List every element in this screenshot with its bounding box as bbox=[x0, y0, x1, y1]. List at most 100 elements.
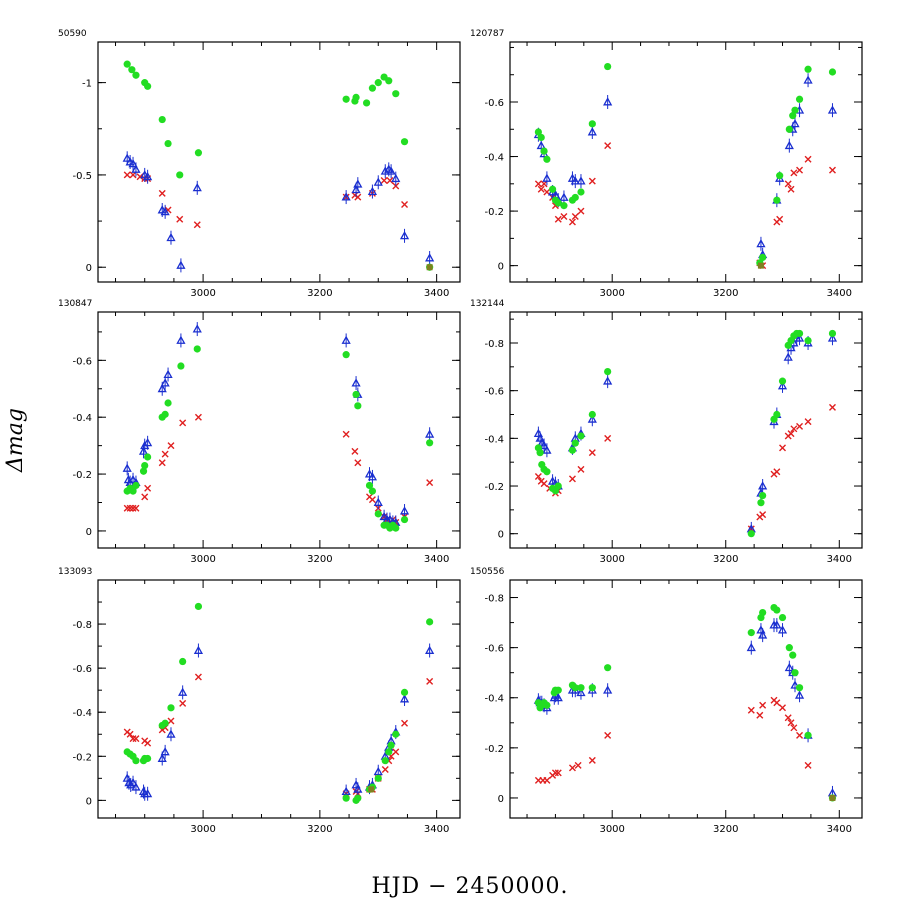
point-x bbox=[773, 699, 781, 707]
point-circle bbox=[362, 99, 371, 107]
point-circle bbox=[368, 84, 377, 92]
panel-title: 132144 bbox=[470, 299, 505, 309]
point-circle bbox=[400, 138, 409, 146]
point-circle bbox=[132, 757, 140, 765]
y-axis-label: Δmag bbox=[3, 408, 28, 473]
point-circle bbox=[747, 629, 755, 637]
panel-120787: 120787 3000 3200 3400 0 -0.2 -0.4 -0.6 bbox=[470, 29, 863, 299]
x-tick-label: 3000 bbox=[190, 288, 215, 299]
point-circle bbox=[179, 657, 187, 666]
point-circle bbox=[534, 128, 542, 136]
point-circle bbox=[426, 618, 434, 626]
point-x bbox=[401, 200, 409, 208]
point-circle bbox=[554, 482, 562, 490]
point-x bbox=[554, 769, 562, 777]
series-circle bbox=[123, 602, 434, 804]
point-circle bbox=[352, 93, 360, 101]
point-x bbox=[804, 418, 812, 426]
point-circle bbox=[804, 65, 812, 73]
y-tick-label: 0 bbox=[498, 794, 504, 805]
point-circle bbox=[161, 719, 169, 727]
point-x bbox=[804, 155, 812, 163]
point-ref bbox=[368, 786, 375, 793]
point-circle bbox=[588, 410, 596, 419]
point-circle bbox=[828, 68, 837, 76]
point-circle bbox=[161, 410, 169, 418]
point-circle bbox=[789, 651, 797, 659]
series-circle bbox=[534, 62, 837, 267]
point-x bbox=[342, 430, 350, 438]
point-circle bbox=[568, 446, 577, 454]
point-circle bbox=[426, 439, 434, 447]
panel-frame bbox=[97, 579, 461, 819]
point-circle bbox=[132, 481, 140, 490]
point-x bbox=[828, 166, 836, 174]
y-tick-label: -0.6 bbox=[484, 98, 504, 109]
point-circle bbox=[141, 461, 149, 470]
point-x bbox=[787, 185, 795, 193]
point-circle bbox=[604, 62, 612, 71]
y-tick-label: -0.2 bbox=[484, 207, 504, 218]
x-tick-label: 3200 bbox=[713, 288, 738, 299]
point-circle bbox=[374, 774, 382, 782]
point-x bbox=[604, 434, 612, 442]
panel-title: 133093 bbox=[58, 567, 92, 577]
point-circle bbox=[785, 644, 793, 652]
point-x bbox=[179, 419, 187, 427]
point-x bbox=[401, 719, 409, 727]
point-circle bbox=[543, 155, 551, 163]
point-x bbox=[574, 761, 582, 769]
point-x bbox=[426, 479, 434, 487]
point-x bbox=[577, 207, 585, 215]
series-x bbox=[123, 171, 409, 229]
y-tick-label: 0 bbox=[86, 263, 92, 274]
panel-130847: 130847 3000 3200 3400 0 -0.2 -0.4 -0.6 bbox=[58, 299, 461, 565]
point-circle bbox=[158, 115, 166, 124]
point-circle bbox=[759, 253, 767, 262]
point-x bbox=[167, 717, 175, 725]
point-x bbox=[132, 504, 140, 512]
point-x bbox=[380, 176, 388, 184]
point-circle bbox=[365, 481, 374, 490]
point-x bbox=[540, 480, 548, 488]
point-circle bbox=[381, 757, 389, 765]
point-circle bbox=[778, 377, 787, 385]
point-circle bbox=[144, 82, 152, 90]
point-circle bbox=[543, 701, 551, 709]
point-circle bbox=[795, 95, 804, 103]
point-x bbox=[368, 496, 376, 504]
point-circle bbox=[176, 171, 184, 179]
x-tick-label: 3200 bbox=[307, 824, 332, 835]
x-tick-label: 3400 bbox=[827, 554, 852, 565]
point-x bbox=[804, 761, 812, 769]
point-circle bbox=[123, 60, 131, 68]
series-ref bbox=[426, 264, 433, 271]
point-circle bbox=[588, 684, 596, 692]
point-circle bbox=[368, 487, 377, 495]
point-x bbox=[747, 706, 755, 714]
point-x bbox=[568, 475, 576, 483]
point-circle bbox=[164, 139, 172, 148]
point-x bbox=[534, 180, 542, 188]
point-circle bbox=[354, 402, 362, 410]
point-x bbox=[756, 711, 764, 719]
point-x bbox=[176, 215, 184, 223]
point-x bbox=[136, 173, 144, 181]
point-x bbox=[123, 504, 131, 512]
x-tick-label: 3400 bbox=[424, 824, 449, 835]
series-circle bbox=[123, 60, 434, 271]
point-circle bbox=[604, 367, 612, 376]
y-tick-label: -0.2 bbox=[484, 482, 504, 493]
x-tick-label: 3000 bbox=[190, 554, 215, 565]
point-x bbox=[179, 699, 187, 707]
point-circle bbox=[540, 147, 548, 155]
point-x bbox=[386, 176, 394, 184]
y-tick-label: -0.6 bbox=[484, 387, 504, 398]
point-x bbox=[787, 719, 795, 727]
point-circle bbox=[392, 524, 400, 532]
point-circle bbox=[560, 202, 568, 210]
point-circle bbox=[536, 449, 544, 457]
series-triangle bbox=[533, 73, 838, 262]
point-circle bbox=[759, 491, 767, 500]
point-circle bbox=[778, 613, 787, 622]
